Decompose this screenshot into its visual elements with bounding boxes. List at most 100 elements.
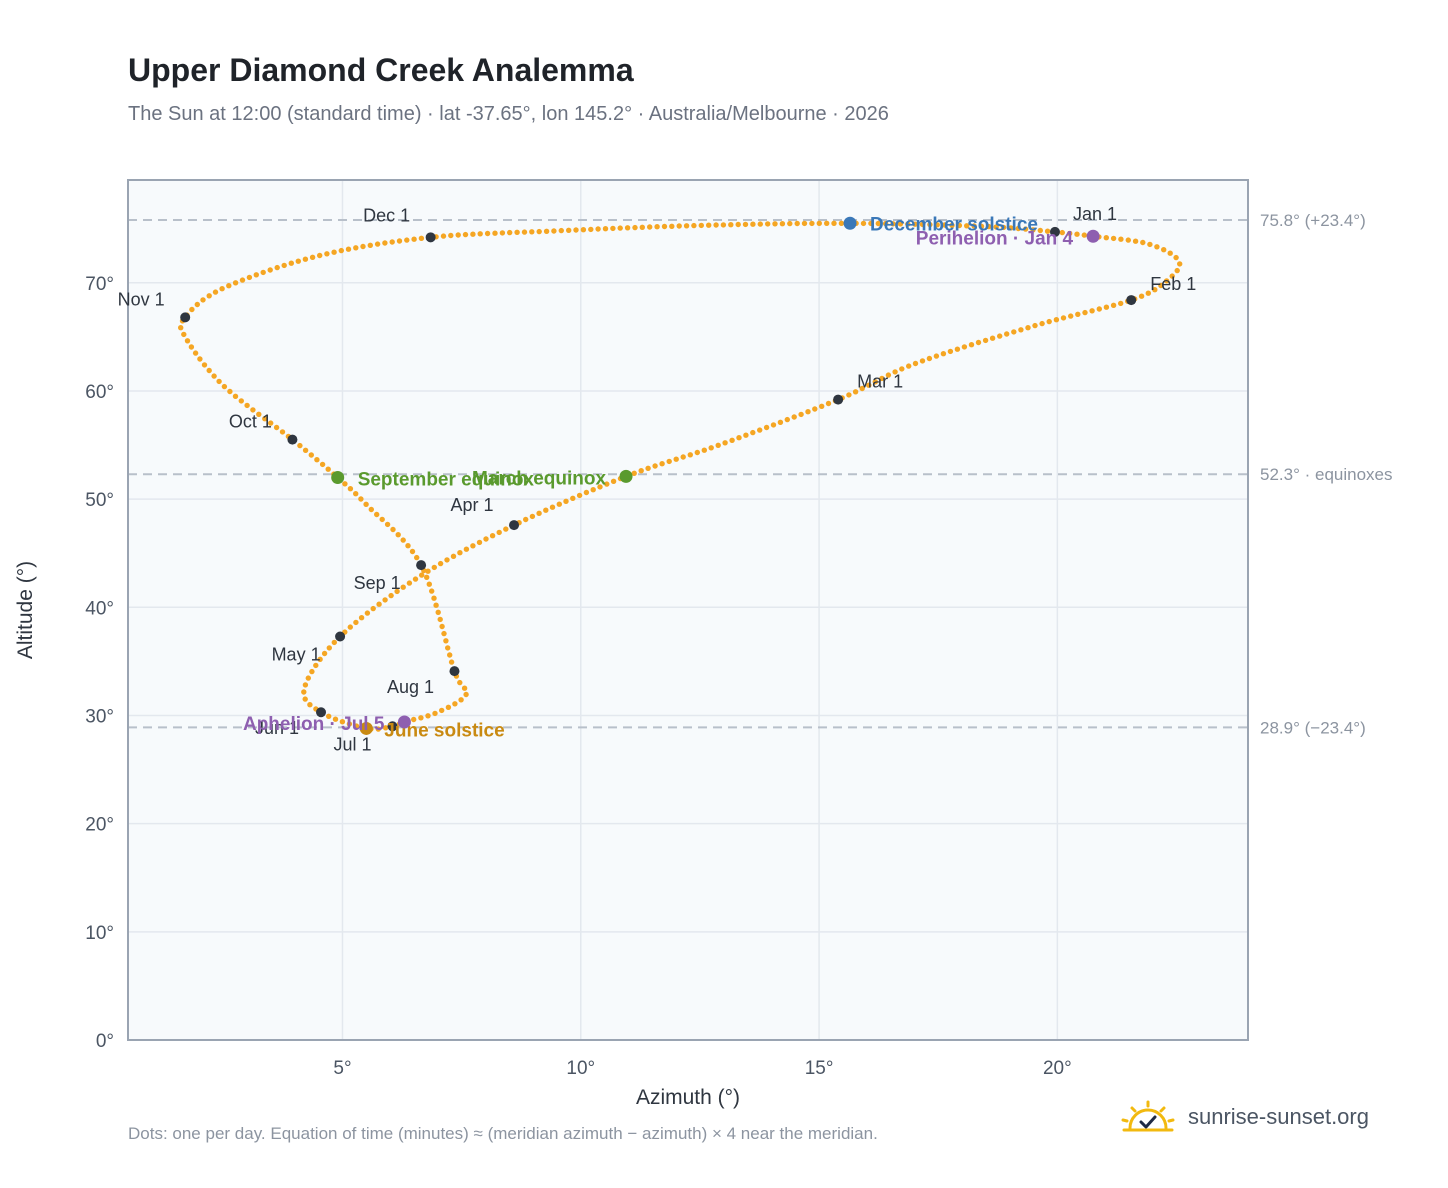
daily-sun-dot <box>1096 306 1103 312</box>
daily-sun-dot <box>652 463 658 469</box>
daily-sun-dot <box>912 360 919 367</box>
daily-sun-dot <box>301 689 307 695</box>
daily-sun-dot <box>604 481 610 487</box>
daily-sun-dot <box>809 220 815 227</box>
daily-sun-dot <box>201 362 208 368</box>
month-label: Nov 1 <box>118 289 165 309</box>
daily-sun-dot <box>262 416 268 422</box>
daily-sun-dot <box>345 246 352 252</box>
daily-sun-dot <box>1173 254 1179 261</box>
daily-sun-dot <box>954 346 961 352</box>
daily-sun-dot <box>590 487 596 493</box>
daily-sun-dot <box>448 232 454 239</box>
brand-link[interactable]: sunrise-sunset.org <box>1120 1100 1369 1134</box>
month-marker <box>509 520 520 531</box>
daily-sun-dot <box>437 616 443 623</box>
daily-sun-dot <box>507 229 513 236</box>
daily-sun-dot <box>441 630 447 637</box>
daily-sun-dot <box>192 350 199 356</box>
daily-sun-dot <box>1138 293 1145 299</box>
daily-sun-dot <box>238 398 244 404</box>
daily-sun-dot <box>801 220 808 227</box>
daily-sun-dot <box>1103 304 1110 310</box>
daily-sun-dot <box>499 230 506 236</box>
daily-sun-dot <box>757 221 763 227</box>
event-label: Aphelion · Jul 5 <box>243 714 385 735</box>
daily-sun-dot <box>388 592 394 599</box>
daily-sun-dot <box>363 501 369 507</box>
daily-sun-dot <box>639 224 645 230</box>
daily-sun-dot <box>558 227 564 234</box>
daily-sun-dot <box>1000 224 1007 231</box>
daily-sun-dot <box>406 580 413 586</box>
daily-sun-dot <box>452 701 458 707</box>
daily-sun-dot <box>307 702 313 708</box>
daily-sun-dot <box>805 409 811 415</box>
daily-sun-dot <box>1067 230 1073 237</box>
daily-sun-dot <box>411 236 417 242</box>
daily-sun-dot <box>326 713 332 719</box>
daily-sun-dot <box>673 456 679 462</box>
daily-sun-dot <box>573 227 579 233</box>
daily-sun-dot <box>226 283 232 289</box>
daily-sun-dot <box>439 707 445 714</box>
daily-sun-dot <box>382 725 389 731</box>
daily-sun-dot <box>219 286 225 292</box>
chart-title: Upper Diamond Creek Analemma <box>128 52 634 88</box>
daily-sun-dot <box>455 232 461 238</box>
daily-sun-dot <box>256 411 262 417</box>
daily-sun-dot <box>324 251 330 257</box>
daily-sun-dot <box>440 233 447 239</box>
daily-sun-dot <box>563 498 569 504</box>
daily-sun-dot <box>927 221 933 228</box>
daily-sun-dot <box>736 435 742 441</box>
daily-sun-dot <box>358 615 365 621</box>
daily-sun-dot <box>347 624 353 630</box>
daily-sun-dot <box>1177 261 1183 267</box>
daily-sun-dot <box>941 222 948 228</box>
daily-sun-dot <box>390 526 396 533</box>
month-label: Dec 1 <box>363 205 410 225</box>
daily-sun-dot <box>624 225 631 231</box>
daily-sun-dot <box>400 537 406 543</box>
daily-sun-dot <box>489 533 496 539</box>
daily-sun-dot <box>735 221 741 228</box>
daily-sun-dot <box>358 496 364 502</box>
daily-sun-dot <box>302 447 309 453</box>
daily-sun-dot <box>432 710 438 717</box>
daily-sun-dot <box>458 697 464 703</box>
daily-sun-dot <box>683 223 690 229</box>
daily-sun-dot <box>1147 241 1153 248</box>
daily-sun-dot <box>1082 309 1088 316</box>
daily-sun-dot <box>321 650 328 657</box>
event-label: Perihelion · Jan 4 <box>916 228 1074 249</box>
daily-sun-dot <box>708 445 714 451</box>
daily-sun-dot <box>405 543 411 549</box>
daily-sun-dot <box>1059 229 1066 236</box>
daily-sun-dot <box>912 221 918 227</box>
daily-sun-dot <box>1004 331 1010 337</box>
daily-sun-dot <box>197 356 203 362</box>
daily-sun-dot <box>1163 278 1170 284</box>
daily-sun-dot <box>997 333 1003 339</box>
daily-sun-dot <box>368 506 374 513</box>
daily-sun-dot <box>691 222 697 229</box>
daily-sun-dot <box>784 416 790 423</box>
daily-sun-dot <box>211 373 217 379</box>
daily-sun-dot <box>188 344 195 350</box>
daily-sun-dot <box>1152 287 1158 293</box>
daily-sun-dot <box>824 220 830 226</box>
daily-sun-dot <box>1018 327 1024 333</box>
daily-sun-dot <box>791 414 797 420</box>
daily-sun-dot <box>816 220 822 226</box>
y-tick-label: 60° <box>85 382 114 403</box>
daily-sun-dot <box>319 461 326 468</box>
daily-sun-dot <box>715 442 721 448</box>
daily-sun-dot <box>831 220 837 226</box>
month-marker <box>425 232 436 243</box>
month-label: Oct 1 <box>229 412 272 432</box>
daily-sun-dot <box>317 656 323 662</box>
daily-sun-dot <box>1060 315 1067 321</box>
daily-sun-dot <box>638 468 644 474</box>
daily-sun-dot <box>934 222 940 228</box>
